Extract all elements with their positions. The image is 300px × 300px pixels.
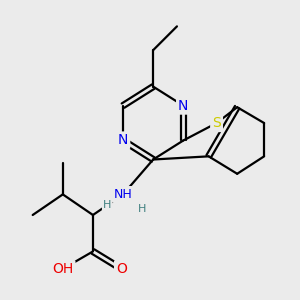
Text: S: S	[212, 116, 221, 130]
Text: OH: OH	[52, 262, 74, 276]
Text: H: H	[138, 204, 146, 214]
Text: N: N	[118, 134, 128, 148]
Text: NH: NH	[114, 188, 132, 201]
Text: H: H	[103, 200, 111, 211]
Text: O: O	[116, 262, 127, 276]
Text: N: N	[178, 99, 188, 112]
